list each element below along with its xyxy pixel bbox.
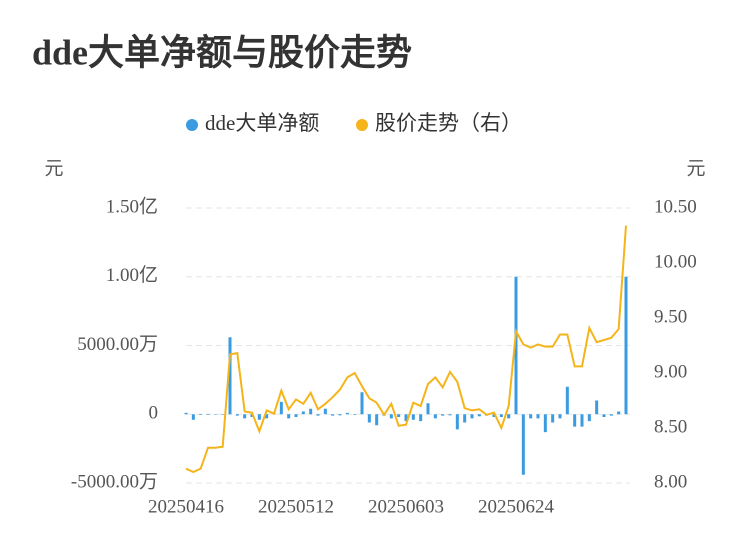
bar: [477, 414, 481, 417]
bar: [228, 337, 232, 415]
bar: [404, 414, 408, 422]
bar: [235, 414, 239, 416]
bar: [367, 414, 371, 423]
bar: [441, 414, 445, 416]
bar: [543, 414, 547, 433]
bar: [514, 276, 518, 415]
bar: [463, 414, 467, 423]
bar: [243, 414, 247, 419]
bar: [609, 414, 613, 416]
y2-tick-label: 8.50: [654, 416, 687, 437]
bar: [199, 414, 203, 415]
x-tick-label: 20250624: [478, 496, 555, 517]
bar: [301, 411, 305, 415]
bar: [448, 414, 452, 416]
bar: [419, 414, 423, 422]
bar: [551, 414, 555, 423]
bar: [470, 414, 474, 419]
y2-tick-label: 9.50: [654, 306, 687, 327]
y-tick-label: 1.00亿: [106, 264, 158, 286]
bar: [309, 408, 313, 415]
bar: [323, 408, 327, 415]
legend-label: 股价走势（右）: [375, 111, 522, 135]
bar: [279, 401, 283, 415]
y2-tick-label: 8.00: [654, 471, 687, 492]
bar: [331, 414, 335, 416]
price-line: [185, 225, 627, 474]
bar: [257, 414, 261, 420]
bar: [191, 414, 195, 420]
bar: [184, 412, 188, 415]
y-tick-label: -5000.00万: [71, 471, 158, 492]
bar: [529, 414, 533, 419]
bar: [206, 414, 210, 415]
y2-tick-label: 10.50: [654, 196, 697, 217]
legend-marker: [356, 119, 368, 131]
bar: [345, 412, 349, 415]
bar: [433, 414, 437, 419]
bar: [580, 414, 584, 427]
bar: [624, 276, 628, 415]
bar: [587, 414, 591, 422]
bar: [521, 414, 525, 475]
x-tick-label: 20250416: [148, 496, 224, 517]
x-tick-label: 20250512: [258, 496, 334, 517]
bar: [499, 414, 503, 417]
bar: [397, 414, 401, 417]
bar: [411, 414, 415, 420]
y2-tick-label: 9.00: [654, 361, 687, 382]
bar: [250, 414, 254, 417]
bar: [426, 403, 430, 415]
y-axis-label: 元: [44, 158, 63, 179]
bar: [389, 414, 393, 419]
bar: [536, 414, 540, 419]
bar: [265, 414, 269, 419]
y2-axis-label: 元: [686, 158, 705, 179]
bar: [338, 414, 342, 416]
bar: [221, 414, 225, 415]
chart-title: dde大单净额与股价走势: [32, 32, 412, 72]
y-tick-label: 0: [149, 403, 159, 424]
bar: [602, 414, 606, 417]
bar: [353, 414, 357, 415]
bar: [565, 386, 569, 415]
legend-label: dde大单净额: [205, 111, 319, 135]
bar: [558, 414, 562, 419]
bar: [213, 414, 217, 415]
legend-marker: [186, 119, 198, 131]
bar: [595, 400, 599, 415]
bar: [287, 414, 291, 419]
y-tick-label: 1.50亿: [106, 195, 158, 217]
bar: [360, 392, 364, 415]
bar: [294, 414, 298, 417]
y-tick-label: 5000.00万: [77, 334, 158, 355]
bar: [617, 411, 621, 415]
bar: [573, 414, 577, 427]
bar: [492, 414, 496, 417]
bar: [507, 414, 511, 419]
bar: [455, 414, 459, 430]
y2-tick-label: 10.00: [654, 251, 697, 272]
bar: [316, 414, 320, 416]
x-tick-label: 20250603: [368, 496, 444, 517]
bar: [375, 414, 379, 426]
